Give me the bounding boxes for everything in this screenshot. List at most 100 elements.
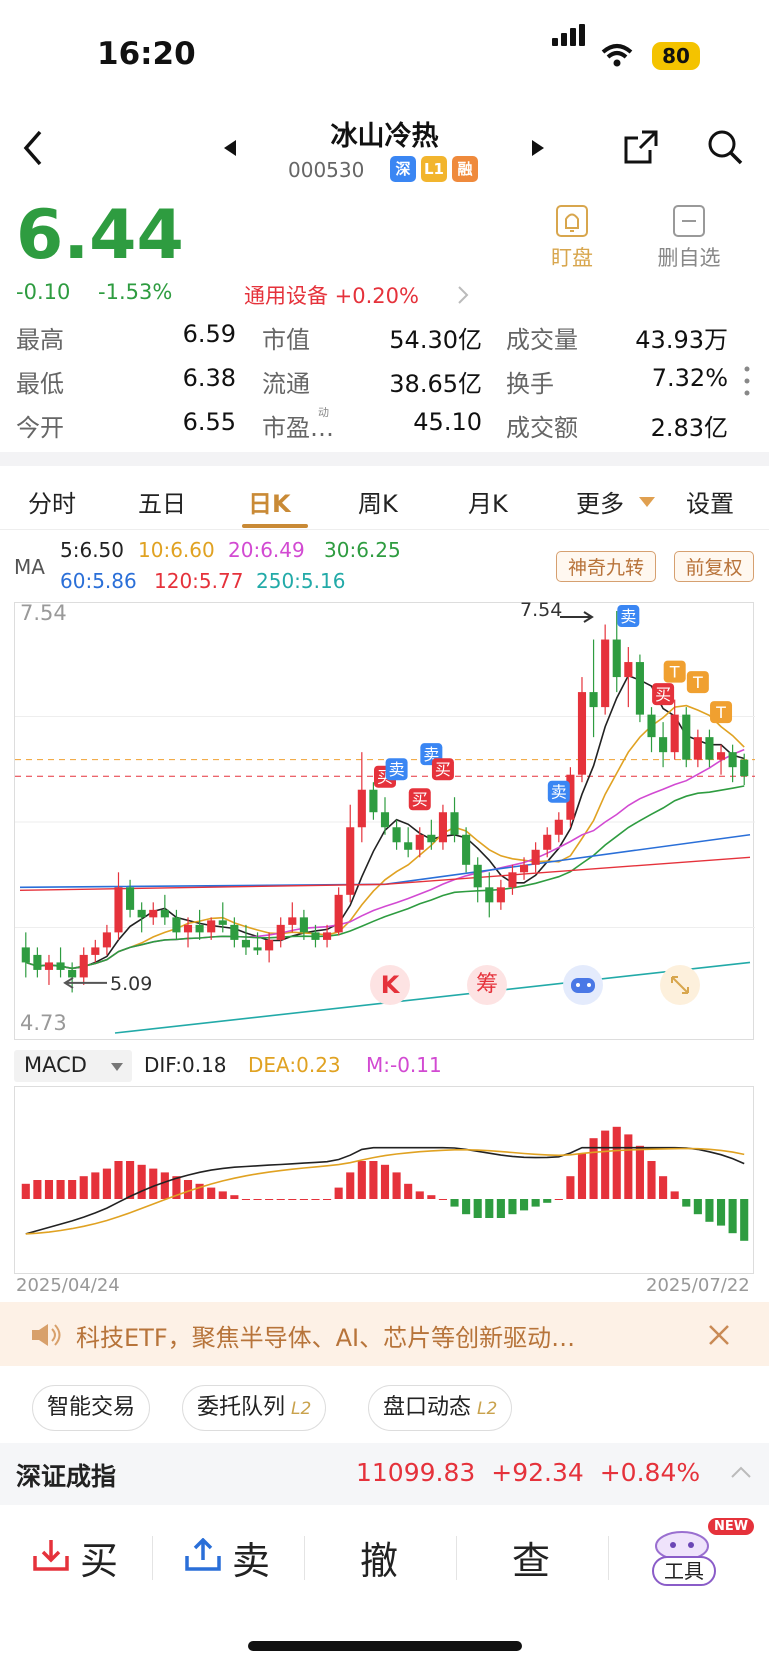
t-signal-bg [686, 671, 709, 694]
stock-code: 000530 [288, 158, 365, 182]
fullscreen-button[interactable] [660, 965, 700, 1005]
tab-daily-k[interactable]: 日K [248, 490, 291, 518]
speaker-icon [32, 1324, 61, 1346]
caret-down-icon [111, 1063, 123, 1071]
k-button[interactable]: K [370, 965, 410, 1005]
macd-bar [577, 1153, 587, 1199]
macd-bar [114, 1161, 123, 1199]
m-value: M:-0.11 [366, 1053, 442, 1077]
candle-body [160, 909, 169, 918]
high-label: 最高 [16, 326, 64, 354]
candle-body [334, 894, 343, 933]
tab-intraday[interactable]: 分时 [28, 490, 76, 518]
buy-signal-bg [408, 788, 431, 811]
sell-signal: 卖 [551, 783, 567, 802]
status-bar: 16:20 80 [0, 0, 769, 110]
buy-signal-bg [431, 758, 454, 781]
stock-name: 冰山冷热 [330, 121, 439, 152]
index-pct: +0.84% [599, 1458, 701, 1487]
chevron-up-icon[interactable] [730, 1465, 752, 1479]
chip-distribution-button[interactable]: 筹 [467, 965, 507, 1005]
bell-icon [556, 205, 588, 237]
magic-nine-button[interactable]: 神奇九转 [556, 551, 656, 582]
margin-tag: 融 [452, 156, 478, 182]
next-stock-icon[interactable] [530, 138, 546, 158]
candle-body [137, 909, 146, 918]
share-icon[interactable] [622, 128, 660, 166]
candle-body [508, 872, 517, 888]
remove-watchlist-button[interactable]: 删自选 [648, 204, 730, 272]
tab-weekly-k[interactable]: 周K [358, 490, 398, 518]
candle-body [404, 842, 413, 850]
candle-body [427, 834, 436, 843]
candle-body [601, 639, 610, 708]
more-dots-icon[interactable] [742, 364, 752, 398]
candle-body [311, 932, 320, 940]
candle-body [218, 920, 227, 925]
back-arrow-icon[interactable] [20, 128, 46, 168]
tab-settings[interactable]: 设置 [686, 490, 734, 518]
candle-body [207, 920, 216, 933]
macd-bar [554, 1199, 563, 1200]
search-icon[interactable] [706, 128, 744, 166]
order-queue-chip[interactable]: 委托队列 L2 [182, 1385, 327, 1431]
l2-badge: L2 [291, 1399, 312, 1419]
candle-body [369, 789, 378, 813]
candle-body [519, 864, 529, 873]
macd-bar [543, 1199, 552, 1203]
macd-bar [241, 1199, 251, 1200]
chevron-right-icon[interactable] [456, 284, 470, 306]
ma-label: MA [14, 555, 45, 579]
upload-icon [185, 1538, 221, 1571]
sell-signal-bg [385, 758, 408, 781]
macd-bar [33, 1180, 42, 1199]
macd-bar [647, 1161, 656, 1199]
adjust-button[interactable]: 前复权 [674, 551, 754, 582]
macd-selector[interactable]: MACD [14, 1050, 132, 1082]
smart-trade-chip[interactable]: 智能交易 [32, 1385, 151, 1431]
candle-body [91, 947, 100, 955]
macd-bar [160, 1172, 169, 1199]
cancel-order-button[interactable]: 撤 [360, 1539, 399, 1583]
tab-five-day[interactable]: 五日 [138, 490, 186, 518]
macd-chart[interactable] [14, 1086, 754, 1274]
sector-change[interactable]: 通用设备 +0.20% [244, 284, 419, 308]
low-value: 6.38 [182, 364, 236, 392]
amount-value: 2.83亿 [650, 414, 728, 442]
candle-body [149, 909, 158, 918]
query-button[interactable]: 查 [512, 1539, 551, 1583]
macd-bar [149, 1168, 158, 1199]
open-value: 6.55 [182, 408, 236, 436]
t-signal: T [692, 673, 703, 692]
turnover-value: 7.32% [651, 364, 728, 392]
order-book-chip[interactable]: 盘口动态 L2 [368, 1385, 513, 1431]
candle-body [357, 789, 366, 828]
index-ticker[interactable]: 深证成指 11099.83 +92.34 +0.84% [0, 1443, 769, 1505]
turnover-label: 换手 [506, 370, 554, 398]
promo-banner[interactable]: 科技ETF，聚焦半导体、AI、芯片等创新驱动… [0, 1302, 769, 1366]
candle-body [566, 774, 575, 820]
close-icon[interactable] [708, 1324, 730, 1346]
candle-body [44, 962, 54, 970]
mcap-label: 市值 [262, 326, 310, 354]
macd-bar [462, 1199, 471, 1215]
pe-label: 市盈… [262, 414, 334, 442]
tab-monthly-k[interactable]: 月K [468, 490, 508, 518]
watch-button[interactable]: 盯盘 [546, 204, 598, 272]
sell-signal-bg [547, 780, 570, 803]
home-indicator [248, 1641, 522, 1651]
game-button[interactable] [563, 965, 603, 1005]
date-end: 2025/07/22 [646, 1275, 750, 1296]
candle-body [380, 812, 390, 828]
macd-bar [56, 1180, 65, 1199]
ma250-value: 250:5.16 [256, 569, 346, 593]
macd-bar [473, 1199, 482, 1218]
tab-more[interactable]: 更多 [576, 490, 624, 518]
tools-button[interactable]: NEW 工具 [646, 1518, 756, 1598]
level-tag: L1 [421, 156, 447, 182]
prev-stock-icon[interactable] [222, 138, 238, 158]
amount-label: 成交额 [506, 414, 578, 442]
macd-bar [172, 1176, 181, 1199]
